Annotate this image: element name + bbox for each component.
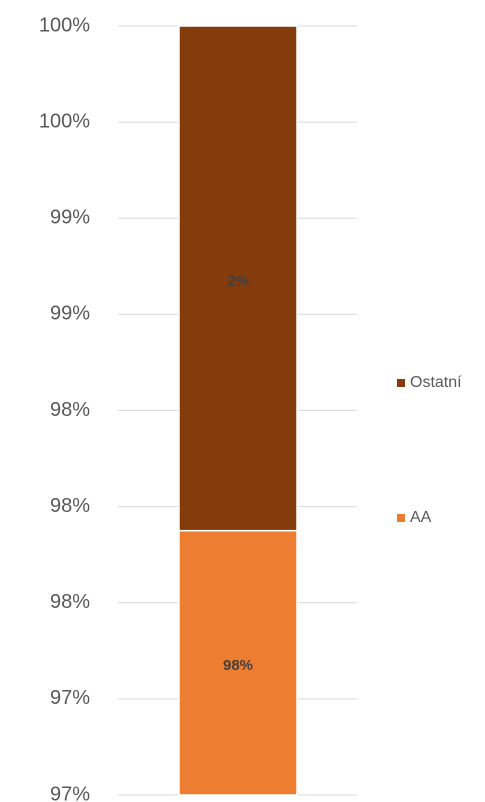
y-tick-label: 100%: [39, 14, 90, 36]
bar-segment: [178, 529, 298, 796]
bar-segment: [178, 25, 298, 532]
y-tick-label: 97%: [50, 687, 90, 709]
y-tick-label: 98%: [50, 399, 90, 421]
y-tick-label: 99%: [50, 303, 90, 325]
legend-label: Ostatní: [410, 374, 462, 391]
y-tick-label: 100%: [39, 110, 90, 132]
y-tick-label: 98%: [50, 591, 90, 613]
data-label: 98%: [223, 657, 253, 674]
y-tick-label: 97%: [50, 783, 90, 802]
legend-label: AA: [410, 509, 432, 526]
y-tick-label: 98%: [50, 495, 90, 517]
y-tick-label: 99%: [50, 207, 90, 229]
legend-swatch: [397, 514, 405, 522]
legend-swatch: [397, 379, 405, 387]
data-label: 2%: [227, 272, 249, 289]
